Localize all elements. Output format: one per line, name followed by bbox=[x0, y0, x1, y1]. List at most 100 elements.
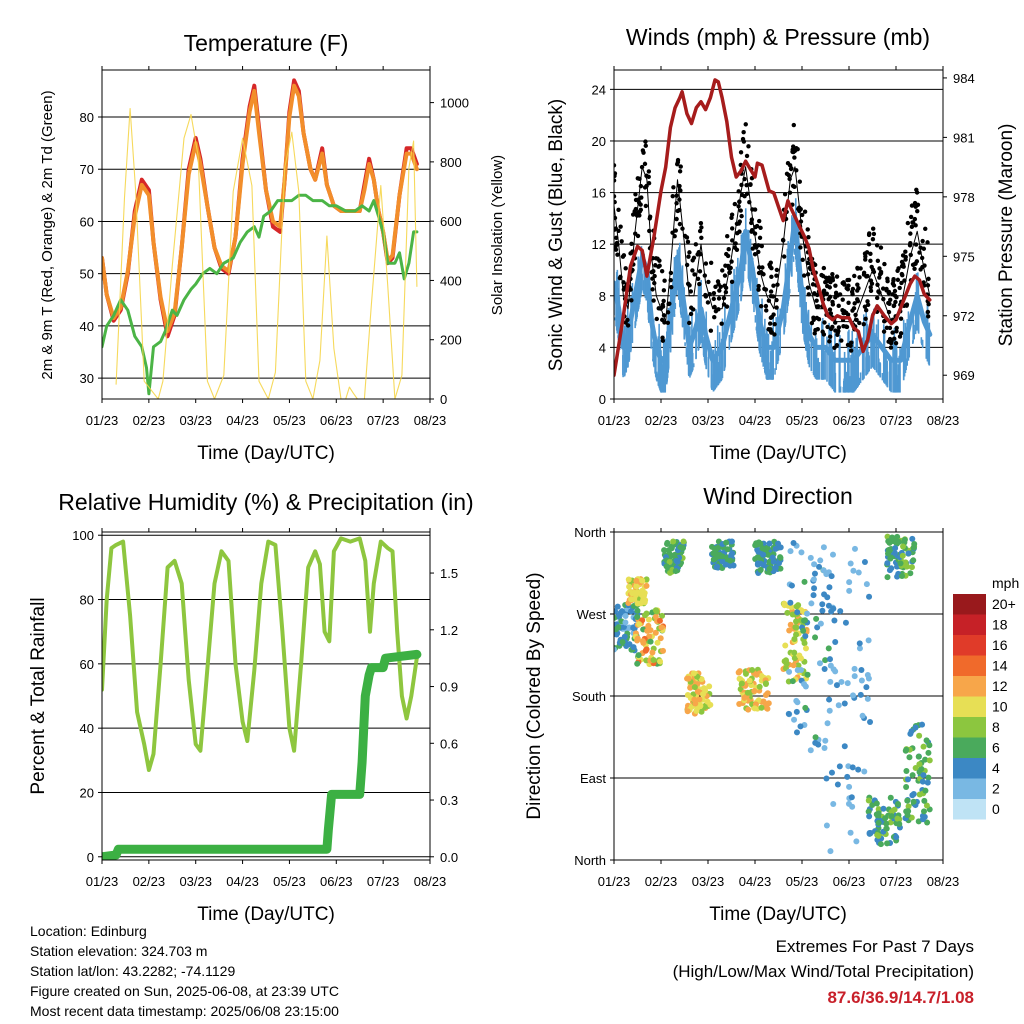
gust-point bbox=[744, 182, 749, 188]
direction-point bbox=[801, 578, 808, 585]
chart-title: Winds (mph) & Pressure (mb) bbox=[626, 24, 930, 50]
direction-point bbox=[910, 557, 917, 564]
gust-point bbox=[737, 219, 742, 224]
gust-point bbox=[836, 303, 841, 309]
gust-point bbox=[723, 290, 729, 295]
gust-point bbox=[896, 266, 901, 271]
direction-point bbox=[916, 732, 923, 739]
direction-point bbox=[622, 612, 629, 619]
gust-point bbox=[643, 203, 649, 209]
direction-point bbox=[851, 545, 858, 552]
gust-point bbox=[729, 279, 735, 285]
direction-point bbox=[820, 544, 827, 551]
y-tick-label: 30 bbox=[80, 371, 94, 386]
gust-point bbox=[661, 313, 667, 318]
direction-point bbox=[757, 566, 764, 573]
direction-point bbox=[785, 710, 792, 717]
gust-point bbox=[763, 287, 769, 292]
footer-info: Location: Edinburg Station elevation: 32… bbox=[30, 921, 339, 1021]
gust-point bbox=[693, 242, 699, 247]
gust-point bbox=[925, 309, 931, 315]
gust-point bbox=[640, 148, 646, 153]
direction-point bbox=[926, 757, 933, 764]
gust-point bbox=[868, 285, 873, 290]
direction-point bbox=[856, 640, 863, 647]
gust-point bbox=[908, 241, 913, 246]
gust-point bbox=[677, 221, 683, 227]
direction-point bbox=[893, 834, 900, 841]
gust-point bbox=[792, 155, 797, 160]
gust-point bbox=[786, 173, 792, 178]
direction-point bbox=[800, 627, 807, 634]
direction-point bbox=[841, 700, 848, 707]
y2-tick-label: 200 bbox=[440, 333, 462, 348]
y-tick-label: East bbox=[580, 771, 606, 786]
direction-point bbox=[810, 576, 817, 583]
direction-point bbox=[907, 570, 914, 577]
gust-point bbox=[774, 305, 779, 310]
direction-point bbox=[639, 592, 646, 599]
direction-point bbox=[769, 554, 776, 561]
gust-point bbox=[806, 292, 812, 297]
gust-point bbox=[794, 168, 799, 173]
gust-point bbox=[892, 288, 898, 294]
gust-point bbox=[908, 231, 913, 236]
direction-point bbox=[766, 540, 773, 547]
direction-point bbox=[837, 608, 844, 615]
direction-point bbox=[912, 724, 919, 731]
direction-point bbox=[828, 769, 835, 776]
gust-point bbox=[748, 182, 753, 188]
direction-point bbox=[692, 700, 699, 707]
direction-point bbox=[714, 544, 721, 551]
gust-point bbox=[662, 320, 667, 325]
direction-point bbox=[659, 612, 666, 619]
gust-point bbox=[891, 336, 897, 341]
gust-point bbox=[780, 237, 786, 243]
gust-point bbox=[897, 285, 902, 291]
gust-point bbox=[830, 271, 835, 277]
direction-point bbox=[899, 572, 906, 579]
gust-point bbox=[798, 219, 804, 224]
direction-point bbox=[786, 627, 793, 634]
legend-swatch bbox=[953, 614, 986, 635]
gust-point bbox=[863, 316, 868, 322]
gust-point bbox=[639, 195, 644, 200]
direction-point bbox=[616, 612, 623, 619]
gust-point bbox=[756, 287, 761, 292]
gust-point bbox=[894, 329, 899, 334]
y-axis-label: Sonic Wind & Gust (Blue, Black) bbox=[546, 99, 567, 371]
gust-point bbox=[890, 292, 895, 297]
direction-point bbox=[903, 746, 910, 753]
x-axis-label: Time (Day/UTC) bbox=[197, 443, 335, 464]
direction-point bbox=[722, 561, 729, 568]
gust-point bbox=[667, 301, 672, 306]
gust-point bbox=[805, 285, 811, 290]
direction-point bbox=[807, 747, 814, 754]
direction-point bbox=[827, 678, 834, 685]
direction-point bbox=[697, 703, 704, 710]
gust-point bbox=[905, 220, 911, 226]
gust-point bbox=[757, 235, 763, 240]
y-tick-label: 100 bbox=[72, 528, 94, 543]
plot-frame bbox=[613, 69, 944, 400]
gust-point bbox=[688, 311, 694, 317]
direction-point bbox=[807, 554, 814, 561]
direction-point bbox=[614, 603, 621, 610]
x-tick-label: 01/23 bbox=[86, 874, 119, 889]
gust-point bbox=[614, 178, 617, 183]
gust-point bbox=[915, 208, 920, 214]
gust-point bbox=[651, 269, 656, 274]
gust-point bbox=[757, 218, 762, 224]
y2-tick-label: 0 bbox=[440, 392, 447, 407]
gust-point bbox=[877, 266, 882, 271]
legend-label: 2 bbox=[992, 781, 1000, 797]
gust-point bbox=[772, 321, 777, 327]
gust-point bbox=[871, 231, 877, 237]
latlon-text: Station lat/lon: 43.2282; -74.1129 bbox=[30, 963, 236, 979]
direction-point bbox=[687, 684, 694, 691]
direction-point bbox=[614, 626, 619, 633]
direction-point bbox=[801, 617, 808, 624]
elevation-text: Station elevation: 324.703 m bbox=[30, 943, 208, 959]
direction-point bbox=[829, 551, 836, 558]
gust-point bbox=[857, 275, 862, 280]
